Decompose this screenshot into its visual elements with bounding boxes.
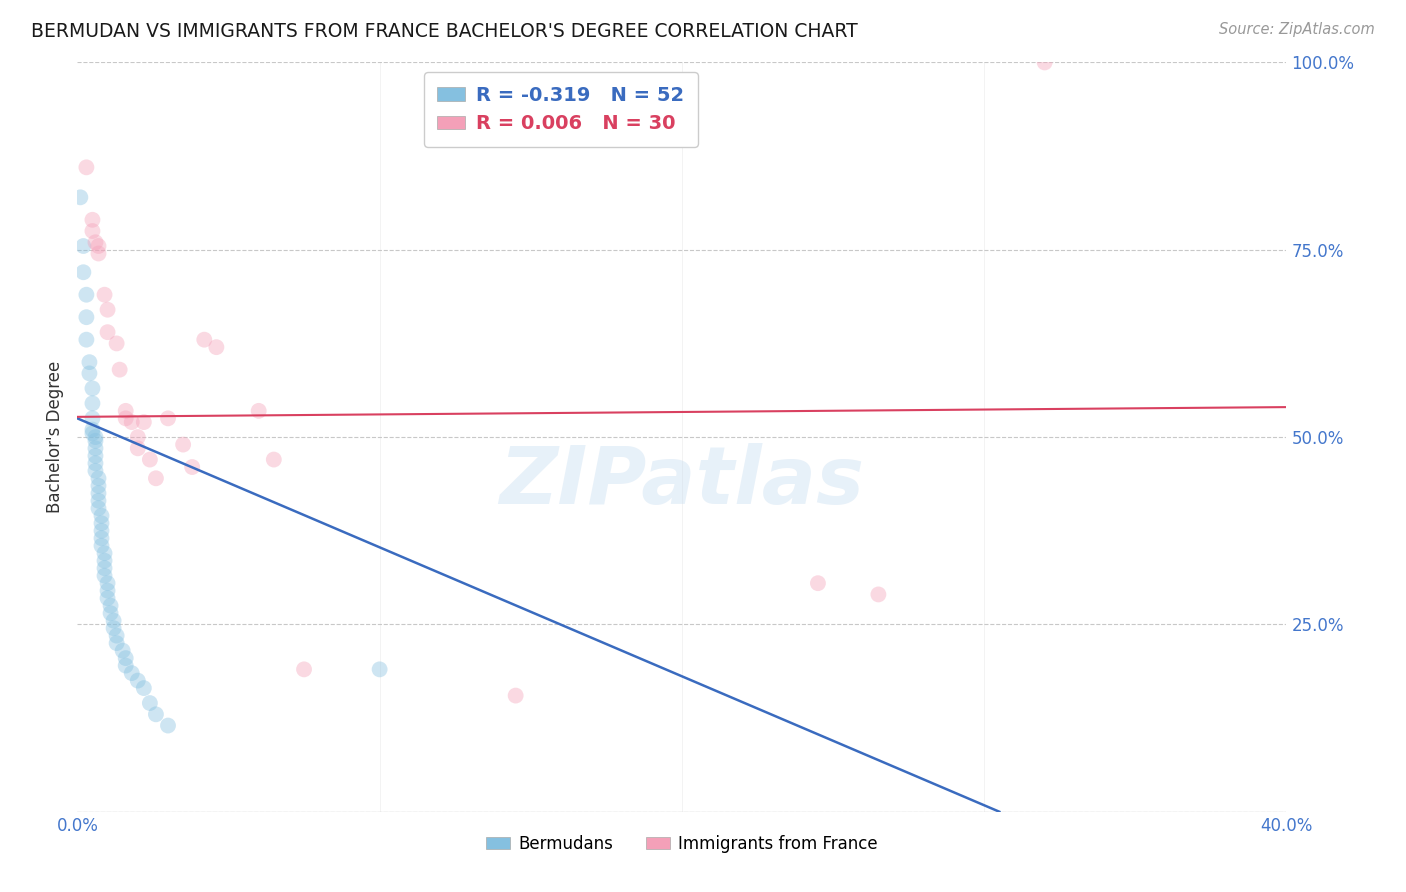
Point [93, 554, 115, 568]
Point [87, 239, 110, 253]
Legend: Bermudans, Immigrants from France: Bermudans, Immigrants from France [479, 829, 884, 860]
Point [87, 471, 110, 485]
Point [247, 404, 270, 418]
Point [84, 464, 107, 478]
Point [93, 561, 115, 575]
Point [93, 568, 115, 582]
Point [103, 621, 125, 635]
Point [69, 190, 91, 204]
Point [105, 629, 128, 643]
Point [181, 460, 204, 475]
Point [121, 415, 143, 429]
Point [105, 336, 128, 351]
Point [90, 524, 112, 538]
Point [114, 651, 136, 665]
Point [127, 673, 149, 688]
Point [90, 508, 112, 523]
Point [87, 501, 110, 516]
Point [84, 235, 107, 250]
Point [132, 681, 155, 695]
Point [75, 161, 97, 175]
Point [90, 516, 112, 531]
Point [87, 479, 110, 493]
Point [139, 452, 162, 467]
Point [84, 442, 107, 456]
Point [368, 662, 391, 676]
Point [84, 430, 107, 444]
Point [96, 591, 118, 606]
Point [84, 456, 107, 470]
Point [75, 287, 97, 301]
Point [87, 486, 110, 500]
Point [96, 302, 118, 317]
Point [157, 718, 180, 732]
Point [84, 434, 107, 448]
Point [157, 411, 180, 425]
Point [100, 599, 122, 613]
Point [139, 696, 162, 710]
Point [127, 430, 149, 444]
Text: ZIPatlas: ZIPatlas [499, 443, 865, 521]
Point [82, 212, 104, 227]
Point [82, 224, 104, 238]
Point [82, 411, 104, 425]
Point [205, 340, 228, 354]
Point [75, 333, 97, 347]
Y-axis label: Bachelor's Degree: Bachelor's Degree [46, 361, 65, 513]
Point [96, 583, 118, 598]
Point [114, 404, 136, 418]
Point [172, 437, 194, 451]
Point [100, 606, 122, 620]
Point [114, 411, 136, 425]
Point [132, 415, 155, 429]
Point [96, 576, 118, 591]
Point [82, 396, 104, 410]
Point [79, 367, 101, 381]
Point [145, 707, 167, 722]
Point [292, 662, 315, 676]
Point [1033, 55, 1056, 70]
Point [108, 362, 131, 376]
Point [93, 287, 115, 301]
Point [263, 452, 285, 467]
Point [84, 449, 107, 463]
Point [807, 576, 830, 591]
Point [90, 531, 112, 545]
Point [93, 546, 115, 560]
Point [90, 539, 112, 553]
Point [96, 325, 118, 339]
Point [72, 239, 94, 253]
Point [75, 310, 97, 325]
Point [105, 636, 128, 650]
Point [79, 355, 101, 369]
Point [505, 689, 527, 703]
Text: BERMUDAN VS IMMIGRANTS FROM FRANCE BACHELOR'S DEGREE CORRELATION CHART: BERMUDAN VS IMMIGRANTS FROM FRANCE BACHE… [31, 22, 858, 41]
Point [87, 493, 110, 508]
Point [145, 471, 167, 485]
Point [121, 666, 143, 681]
Point [87, 246, 110, 260]
Point [72, 265, 94, 279]
Point [193, 333, 215, 347]
Point [82, 426, 104, 441]
Point [103, 614, 125, 628]
Point [868, 587, 890, 601]
Point [82, 423, 104, 437]
Point [114, 658, 136, 673]
Point [82, 381, 104, 395]
Text: Source: ZipAtlas.com: Source: ZipAtlas.com [1219, 22, 1375, 37]
Point [111, 643, 134, 657]
Point [127, 442, 149, 456]
